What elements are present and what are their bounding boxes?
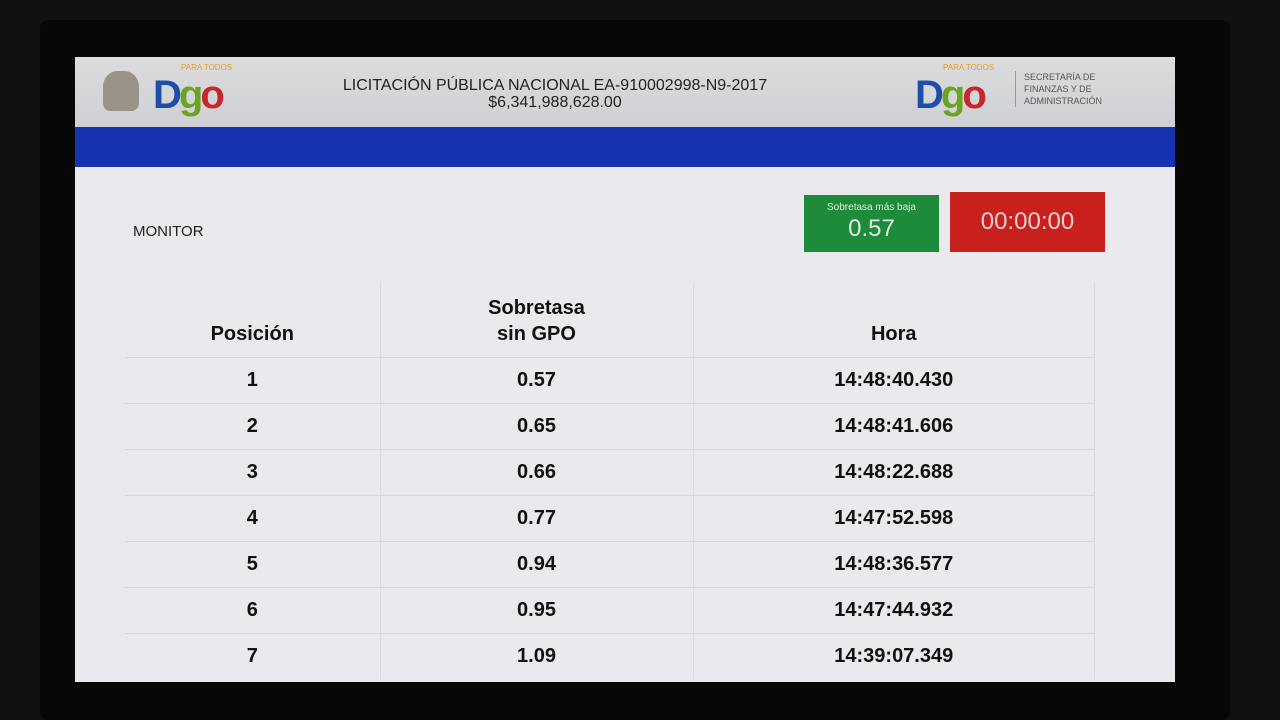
dgo-logo-right: PARA TODOS Dgo [915,63,995,117]
cell-rate: 1.09 [380,632,694,679]
col-position: Posición [125,282,381,357]
cell-time: 14:48:40.430 [693,356,1095,403]
amount: $6,341,988,628.00 [488,94,622,111]
bids-table: Posición Sobretasa sin GPO Hora 1 0.57 14:… [125,282,1095,679]
cell-position: 1 [125,356,381,403]
cell-time: 14:48:41.606 [693,402,1095,449]
table-row: 6 0.95 14:47:44.932 [125,586,1095,633]
cell-time: 14:47:52.598 [693,494,1095,541]
cell-rate: 0.95 [380,586,694,633]
cell-rate: 0.57 [380,356,694,403]
page-title: LICITACIÓN PÚBLICA NACIONAL EA-910002998… [325,77,785,111]
table-row: 1 0.57 14:48:40.430 [125,356,1095,403]
col-time: Hora [693,282,1095,357]
cell-rate: 0.94 [380,540,694,587]
cell-rate: 0.77 [380,494,694,541]
screen: PARA TODOS Dgo LICITACIÓN PÚBLICA NACIONA… [75,57,1175,682]
table-row: 5 0.94 14:48:36.577 [125,540,1095,587]
secretaria-label: SECRETARÍA DE FINANZAS Y DE ADMINISTRACIÓN [1015,71,1102,107]
table-row: 3 0.66 14:48:22.688 [125,448,1095,495]
cell-position: 2 [125,402,381,449]
state-seal-icon [103,71,139,111]
cell-position: 6 [125,586,381,633]
cell-time: 14:39:07.349 [693,632,1095,679]
timer: 00:00:00 [950,192,1105,252]
table-row: 4 0.77 14:47:52.598 [125,494,1095,541]
cell-position: 5 [125,540,381,587]
cell-rate: 0.66 [380,448,694,495]
lowest-rate-box: Sobretasa más baja 0.57 [804,195,939,252]
cell-time: 14:47:44.932 [693,586,1095,633]
blue-bar [75,127,1175,167]
cell-time: 14:48:36.577 [693,540,1095,587]
cell-rate: 0.65 [380,402,694,449]
cell-time: 14:48:22.688 [693,448,1095,495]
cell-position: 4 [125,494,381,541]
monitor-label: MONITOR [133,223,204,240]
header: PARA TODOS Dgo LICITACIÓN PÚBLICA NACIONA… [75,57,1175,127]
table-row: 7 1.09 14:39:07.349 [125,632,1095,679]
cell-position: 3 [125,448,381,495]
table-row: 2 0.65 14:48:41.606 [125,402,1095,449]
col-rate: Sobretasa sin GPO [380,282,694,357]
dgo-logo: PARA TODOS Dgo [153,63,233,117]
cell-position: 7 [125,632,381,679]
